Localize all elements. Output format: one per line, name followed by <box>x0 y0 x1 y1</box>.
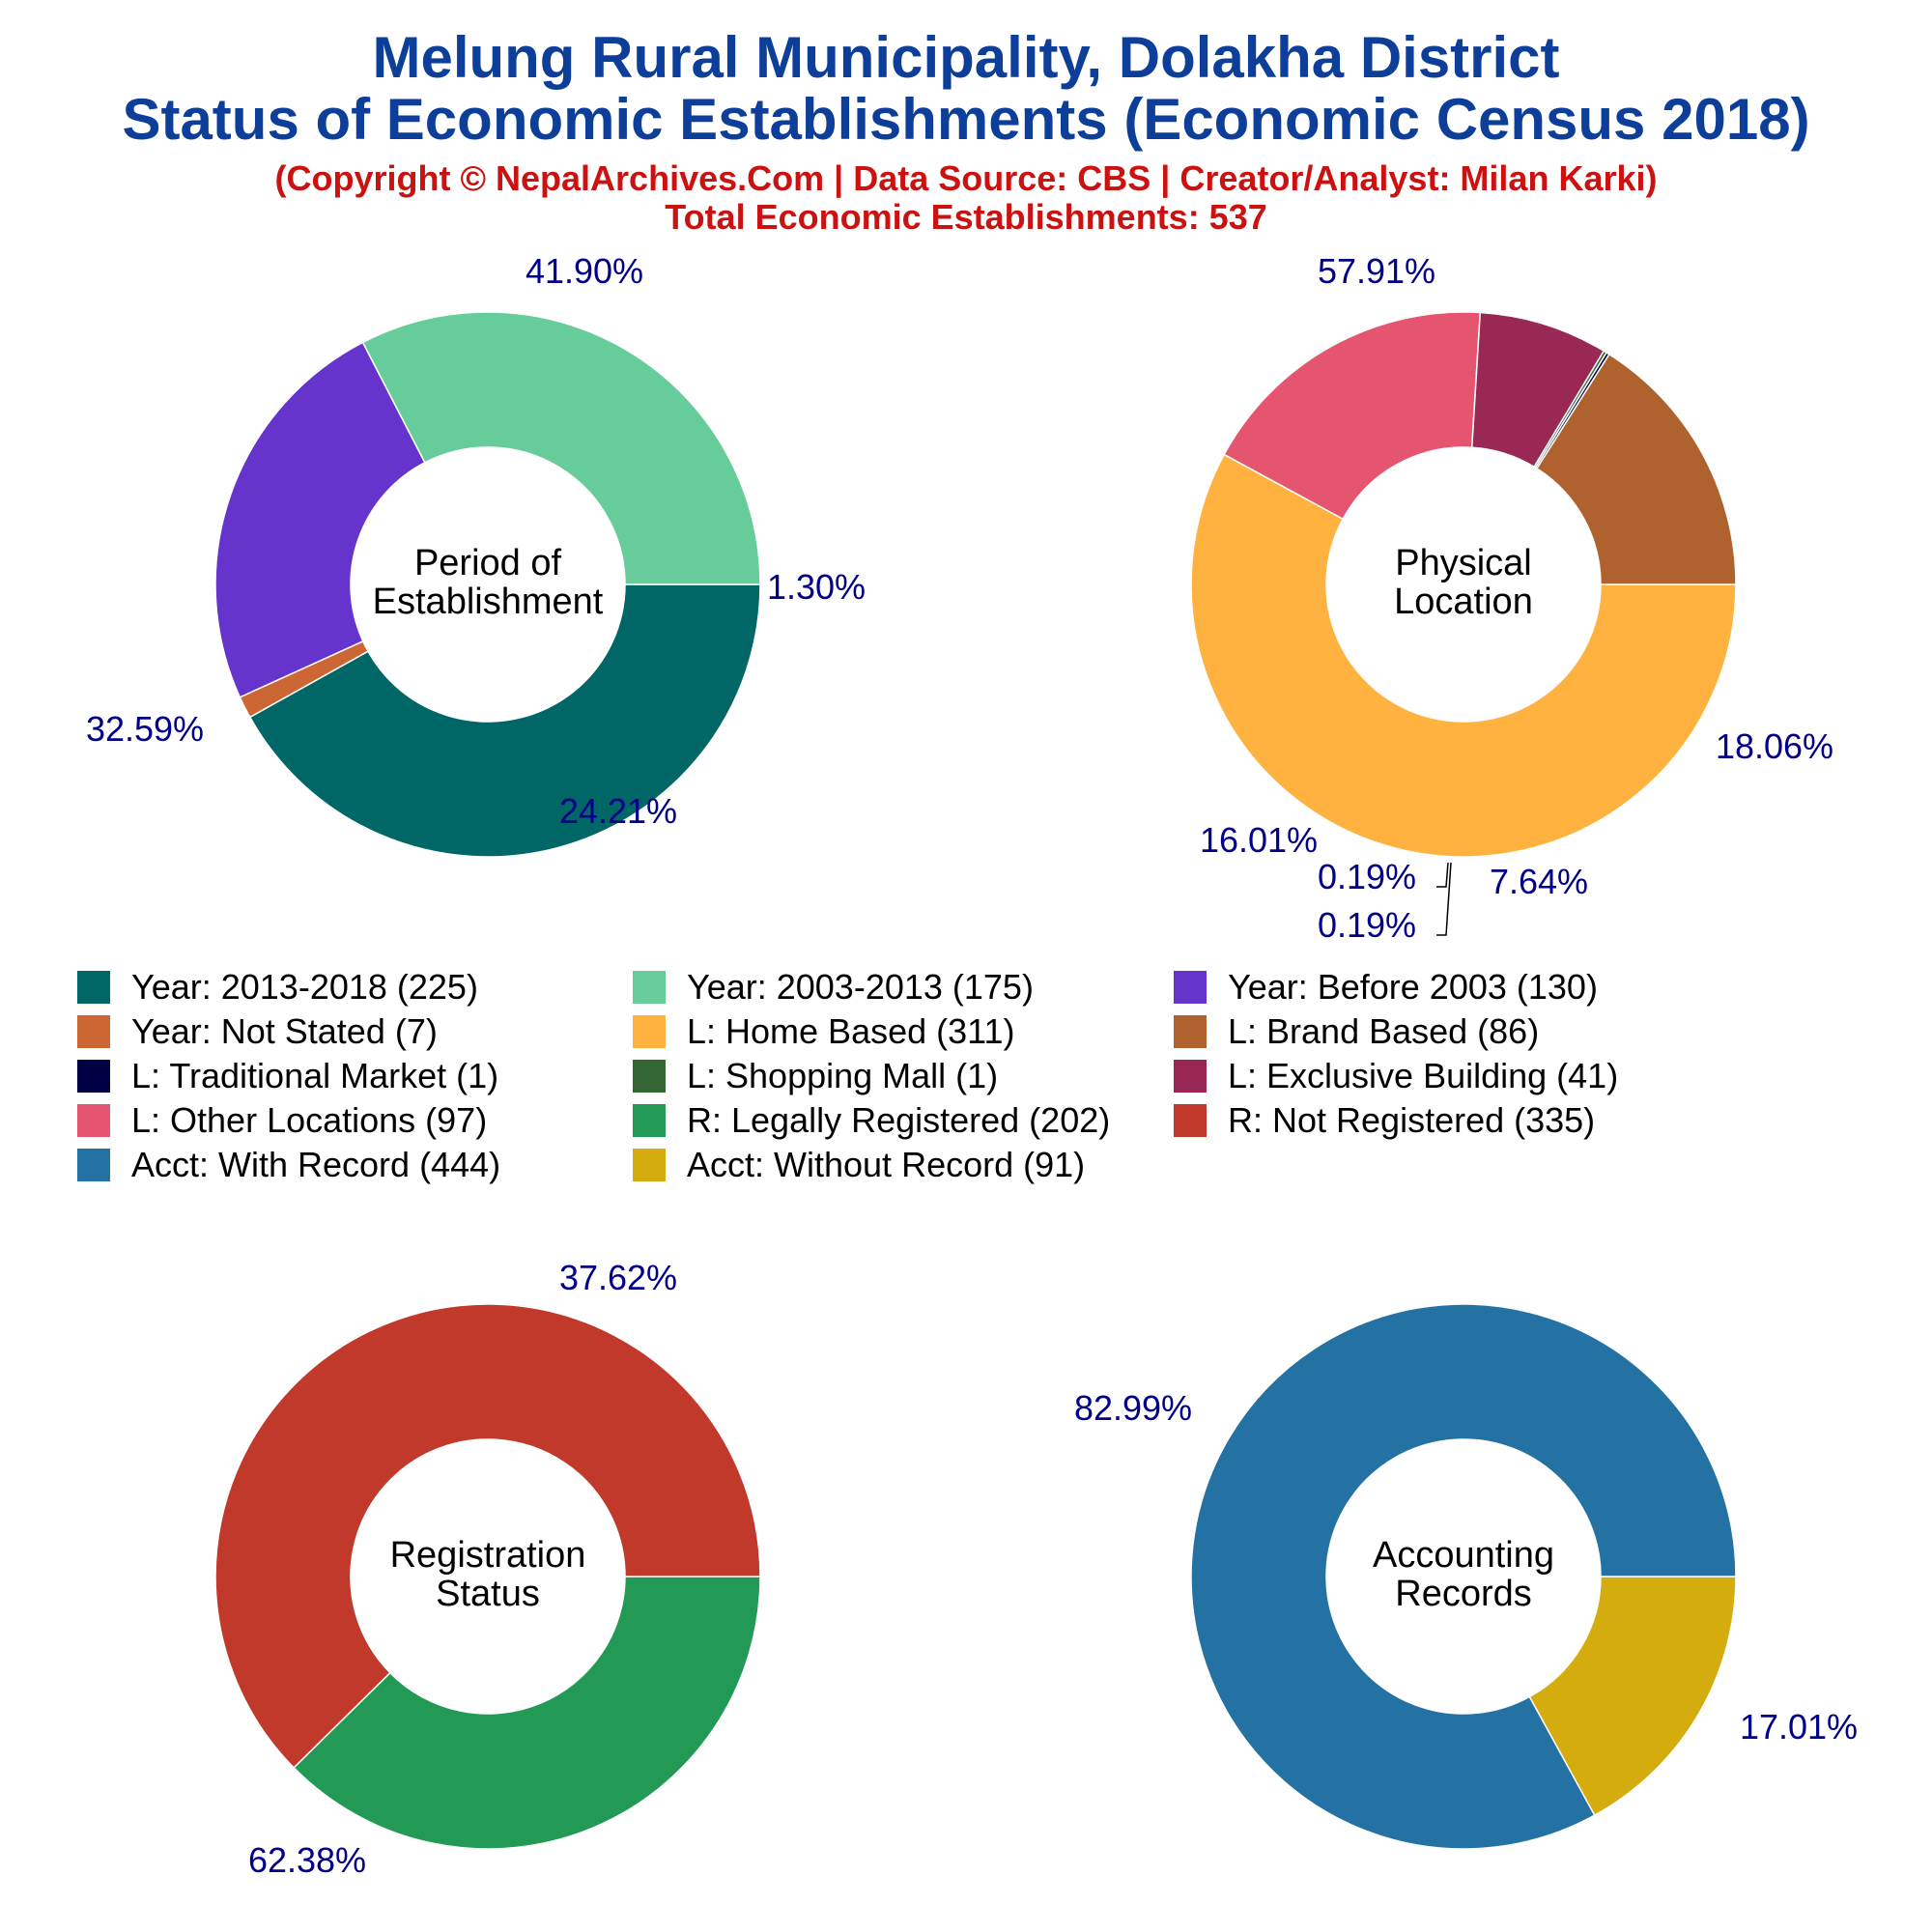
center-label: Period of <box>414 543 562 583</box>
legend-item: Acct: With Record (444) <box>77 1144 500 1186</box>
chart-title-line-1: Melung Rural Municipality, Dolakha Distr… <box>372 25 1560 90</box>
leader-line <box>1436 862 1452 936</box>
center-label: Accounting <box>1373 1535 1554 1576</box>
center-label: Establishment <box>373 582 604 622</box>
percent-label: 57.91% <box>1318 251 1435 291</box>
slice-r-not-registered <box>214 1303 761 1770</box>
legend-label: L: Shopping Mall (1) <box>687 1056 999 1095</box>
slice-l-brand-based <box>1535 353 1737 585</box>
legend-item: L: Other Locations (97) <box>77 1099 487 1142</box>
legend-item: Year: 2003-2013 (175) <box>633 966 1034 1009</box>
credit-line: (Copyright © NepalArchives.Com | Data So… <box>274 158 1658 198</box>
slice-acct-without-record <box>1528 1576 1737 1817</box>
legend-label: R: Not Registered (335) <box>1228 1100 1596 1140</box>
slice-acct-with-record <box>1190 1303 1737 1850</box>
legend-swatch <box>633 971 666 1004</box>
legend-item: L: Exclusive Building (41) <box>1174 1055 1618 1097</box>
center-label: Records <box>1395 1574 1532 1614</box>
legend-swatch <box>77 1060 110 1093</box>
legend-label: L: Brand Based (86) <box>1228 1011 1540 1051</box>
legend-label: Year: Not Stated (7) <box>131 1011 438 1051</box>
percent-label: 82.99% <box>1074 1388 1192 1428</box>
legend-swatch <box>77 971 110 1004</box>
donut-chart-2: 57.91%18.06%7.64%0.19%0.19%16.01%Physica… <box>1190 251 1833 945</box>
percent-label: 24.21% <box>559 791 677 831</box>
percent-label: 32.59% <box>86 709 204 749</box>
percent-label: 0.19% <box>1318 905 1416 945</box>
slice-year-before-2003 <box>214 341 426 698</box>
legend-item: L: Shopping Mall (1) <box>633 1055 998 1097</box>
legend-swatch <box>633 1060 666 1093</box>
legend-label: Year: 2013-2018 (225) <box>131 967 478 1007</box>
legend-label: Acct: Without Record (91) <box>687 1145 1086 1184</box>
legend-swatch <box>77 1149 110 1181</box>
legend-swatch <box>633 1015 666 1048</box>
legend-label: L: Exclusive Building (41) <box>1228 1056 1619 1095</box>
center-label: Physical <box>1395 543 1532 583</box>
legend-swatch <box>1174 1015 1207 1048</box>
legend-swatch <box>633 1149 666 1181</box>
legend-item: L: Brand Based (86) <box>1174 1010 1539 1053</box>
legend-swatch <box>1174 1060 1207 1093</box>
donut-chart-1: 41.90% 1.30% 24.21% 32.59% Period ofEstablis… <box>86 251 866 858</box>
legend-label: Year: 2003-2013 (175) <box>687 967 1034 1007</box>
legend-label: L: Other Locations (97) <box>131 1100 488 1140</box>
legend-label: L: Traditional Market (1) <box>131 1056 499 1095</box>
total-establishments: Total Economic Establishments: 537 <box>665 197 1267 237</box>
legend-item: Year: 2013-2018 (225) <box>77 966 478 1009</box>
legend-item: L: Home Based (311) <box>633 1010 1015 1053</box>
percent-label: 37.62% <box>559 1258 677 1297</box>
legend-item: Year: Before 2003 (130) <box>1174 966 1598 1009</box>
legend-label: R: Legally Registered (202) <box>687 1100 1111 1140</box>
slice-l-other-locations <box>1223 311 1482 521</box>
percent-label: 62.38% <box>248 1840 366 1880</box>
legend-label: Year: Before 2003 (130) <box>1228 967 1598 1007</box>
legend-swatch <box>77 1104 110 1137</box>
percent-label: 7.64% <box>1490 862 1588 901</box>
legend-item: Year: Not Stated (7) <box>77 1010 438 1053</box>
chart-title-line-2: Status of Economic Establishments (Econo… <box>122 87 1810 152</box>
legend-item: L: Traditional Market (1) <box>77 1055 498 1097</box>
legend-swatch <box>1174 971 1207 1004</box>
slice-r-legally-registered <box>293 1576 761 1850</box>
slice-l-home-based <box>1190 453 1737 858</box>
legend-item: R: Not Registered (335) <box>1174 1099 1595 1142</box>
center-label: Registration <box>390 1535 586 1576</box>
legend-swatch <box>77 1015 110 1048</box>
center-label: Status <box>436 1574 540 1614</box>
leader-line <box>1436 862 1449 888</box>
percent-label: 1.30% <box>767 567 866 607</box>
percent-label: 41.90% <box>526 251 643 291</box>
center-label: Location <box>1394 582 1533 622</box>
percent-label: 18.06% <box>1716 726 1833 766</box>
legend-label: L: Home Based (311) <box>687 1011 1015 1051</box>
legend-swatch <box>633 1104 666 1137</box>
slice-year-2013-2018 <box>248 583 761 858</box>
slice-year-2003-2013 <box>361 311 761 585</box>
percent-label: 17.01% <box>1740 1707 1858 1747</box>
percent-label: 16.01% <box>1200 820 1318 860</box>
legend-label: Acct: With Record (444) <box>131 1145 501 1184</box>
percent-label: 0.19% <box>1318 857 1416 896</box>
legend-swatch <box>1174 1104 1207 1137</box>
legend-item: R: Legally Registered (202) <box>633 1099 1110 1142</box>
legend-item: Acct: Without Record (91) <box>633 1144 1085 1186</box>
